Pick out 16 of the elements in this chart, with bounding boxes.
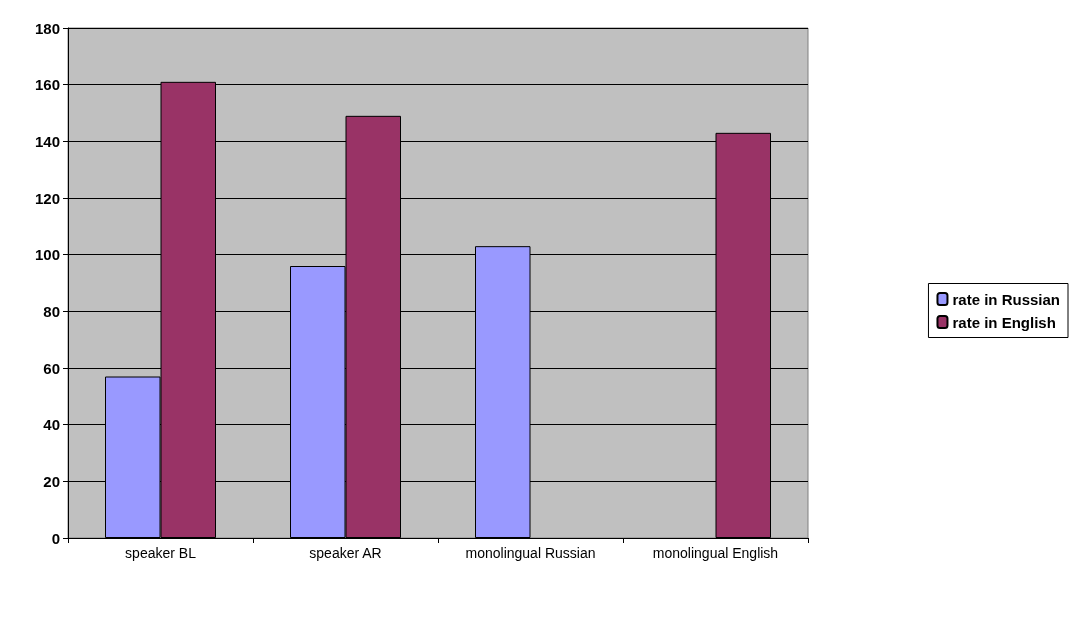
legend-label: rate in English <box>952 313 1056 331</box>
y-tick-label: 100 <box>34 246 60 264</box>
y-tick-label: 140 <box>34 132 60 150</box>
y-tick-label: 20 <box>43 472 60 490</box>
x-tick-label: speaker BL <box>125 545 197 561</box>
x-tick-label: monolingual English <box>652 545 779 561</box>
legend-label: rate in Russian <box>952 290 1061 308</box>
y-tick-label: 60 <box>43 359 60 377</box>
y-tick-label: 80 <box>43 302 60 320</box>
y-tick-label: 40 <box>43 416 60 434</box>
x-tick-label: speaker AR <box>309 545 382 561</box>
y-tick-label: 180 <box>34 19 60 37</box>
y-tick-label: 160 <box>34 76 60 94</box>
y-tick-label: 120 <box>34 189 60 207</box>
x-tick-label: monolingual Russian <box>465 545 596 561</box>
y-tick-label: 0 <box>51 529 60 547</box>
